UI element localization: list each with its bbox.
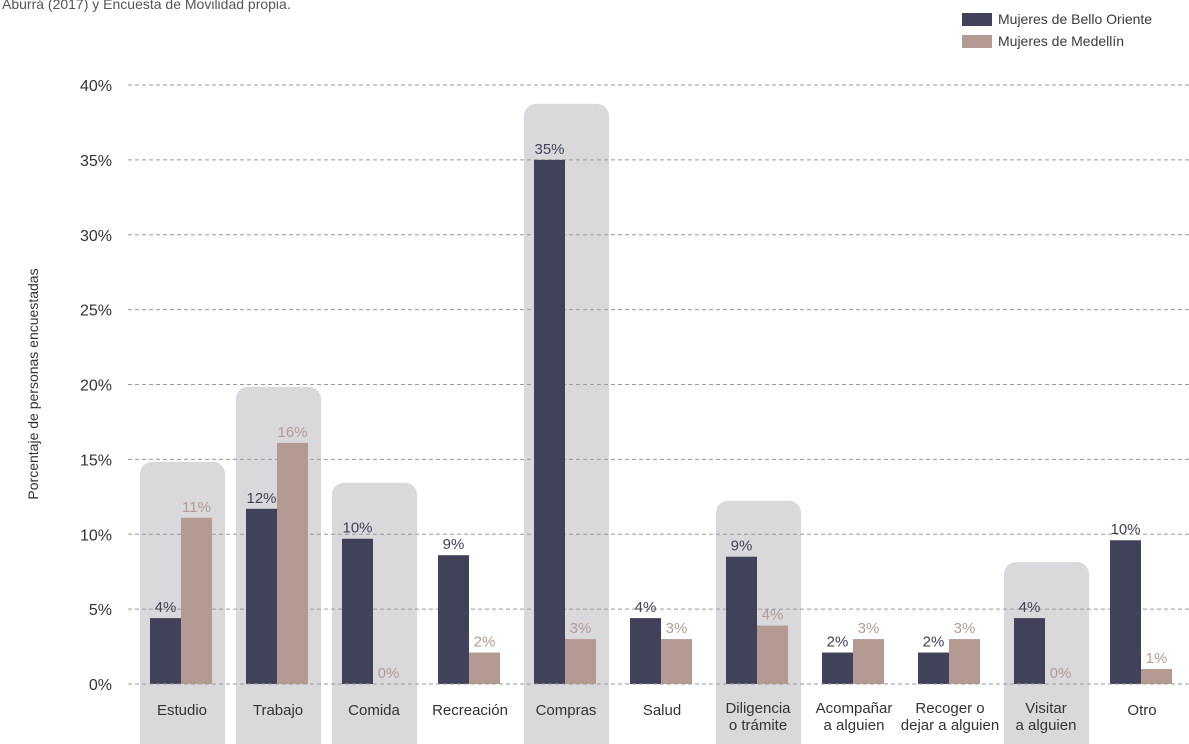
bar-medellin-5 xyxy=(661,639,692,684)
value-label-bello-8: 2% xyxy=(923,634,945,651)
legend-item-medellin: Mujeres de Medellín xyxy=(962,30,1152,52)
x-tick-label-8-line-2: dejar a alguien xyxy=(901,717,999,734)
legend-swatch-medellin xyxy=(962,34,992,48)
y-tick-label-5: 25% xyxy=(80,303,112,320)
legend-item-bello: Mujeres de Bello Oriente xyxy=(962,8,1152,30)
bar-medellin-8 xyxy=(949,639,980,684)
value-label-bello-6: 9% xyxy=(731,538,753,555)
x-tick-label-7-line-1: Acompañar xyxy=(816,700,893,717)
value-label-bello-9: 4% xyxy=(1019,599,1041,616)
legend-label-bello: Mujeres de Bello Oriente xyxy=(998,11,1153,27)
x-tick-label-9-line-2: a alguien xyxy=(1016,717,1077,734)
legend: Mujeres de Bello Oriente Mujeres de Mede… xyxy=(962,8,1152,52)
bar-bello-3 xyxy=(438,555,469,684)
y-tick-label-1: 5% xyxy=(89,602,112,619)
bar-medellin-3 xyxy=(469,652,500,684)
legend-label-medellin: Mujeres de Medellín xyxy=(998,33,1125,49)
value-label-bello-2: 10% xyxy=(342,520,372,537)
y-tick-label-4: 20% xyxy=(80,378,112,395)
bar-bello-5 xyxy=(630,618,661,684)
value-label-medellin-5: 3% xyxy=(666,620,688,637)
bar-bello-0 xyxy=(150,618,181,684)
value-label-medellin-10: 1% xyxy=(1146,650,1168,667)
value-label-bello-0: 4% xyxy=(155,599,177,616)
bar-bello-2 xyxy=(342,538,373,684)
bar-medellin-6 xyxy=(757,625,788,684)
value-label-medellin-0: 11% xyxy=(182,499,211,516)
value-label-medellin-8: 3% xyxy=(954,620,976,637)
y-tick-label-7: 35% xyxy=(80,153,112,170)
x-tick-label-3: Recreación xyxy=(432,702,508,719)
value-label-medellin-2: 0% xyxy=(378,665,400,682)
bar-bello-1 xyxy=(246,508,277,684)
bar-bello-4 xyxy=(534,159,565,684)
x-tick-label-4: Compras xyxy=(536,702,597,719)
highlight-box-9 xyxy=(1004,562,1089,744)
y-tick-label-3: 15% xyxy=(80,452,112,469)
value-label-bello-10: 10% xyxy=(1110,521,1140,538)
value-label-medellin-1: 16% xyxy=(277,424,307,441)
value-label-medellin-3: 2% xyxy=(474,634,496,651)
value-label-bello-5: 4% xyxy=(635,599,657,616)
value-label-bello-7: 2% xyxy=(827,634,849,651)
bar-medellin-4 xyxy=(565,639,596,684)
y-tick-label-6: 30% xyxy=(80,228,112,245)
value-label-medellin-6: 4% xyxy=(762,607,784,624)
y-tick-label-0: 0% xyxy=(89,677,112,694)
x-tick-label-6-line-1: Diligencia xyxy=(725,700,791,717)
value-label-bello-1: 12% xyxy=(246,490,276,507)
bar-bello-9 xyxy=(1014,618,1045,684)
value-label-medellin-7: 3% xyxy=(858,620,880,637)
bar-medellin-1 xyxy=(277,442,308,684)
value-label-bello-4: 35% xyxy=(534,141,564,158)
bar-bello-7 xyxy=(822,652,853,684)
x-tick-label-0: Estudio xyxy=(157,702,207,719)
x-tick-label-2: Comida xyxy=(348,702,400,719)
bar-medellin-7 xyxy=(853,639,884,684)
legend-swatch-bello xyxy=(962,12,992,26)
source-note: Aburrá (2017) y Encuesta de Movilidad pr… xyxy=(2,0,291,12)
y-tick-label-8: 40% xyxy=(80,78,112,95)
bar-bello-10 xyxy=(1110,540,1141,684)
x-tick-label-9-line-1: Visitar xyxy=(1025,700,1066,717)
y-tick-label-2: 10% xyxy=(80,527,112,544)
x-tick-label-5: Salud xyxy=(643,702,681,719)
bar-medellin-0 xyxy=(181,517,212,684)
x-tick-label-7-line-2: a alguien xyxy=(824,717,885,734)
bar-bello-8 xyxy=(918,652,949,684)
value-label-bello-3: 9% xyxy=(443,536,465,553)
value-label-medellin-9: 0% xyxy=(1050,665,1072,682)
x-tick-label-1: Trabajo xyxy=(253,702,303,719)
bar-bello-6 xyxy=(726,556,757,684)
x-tick-label-6-line-2: o trámite xyxy=(729,717,787,734)
bar-medellin-10 xyxy=(1141,669,1172,684)
x-tick-label-8-line-1: Recoger o xyxy=(915,700,984,717)
y-axis-label: Porcentaje de personas encuestadas xyxy=(25,268,41,499)
value-label-medellin-4: 3% xyxy=(570,620,592,637)
x-tick-label-10: Otro xyxy=(1127,702,1156,719)
